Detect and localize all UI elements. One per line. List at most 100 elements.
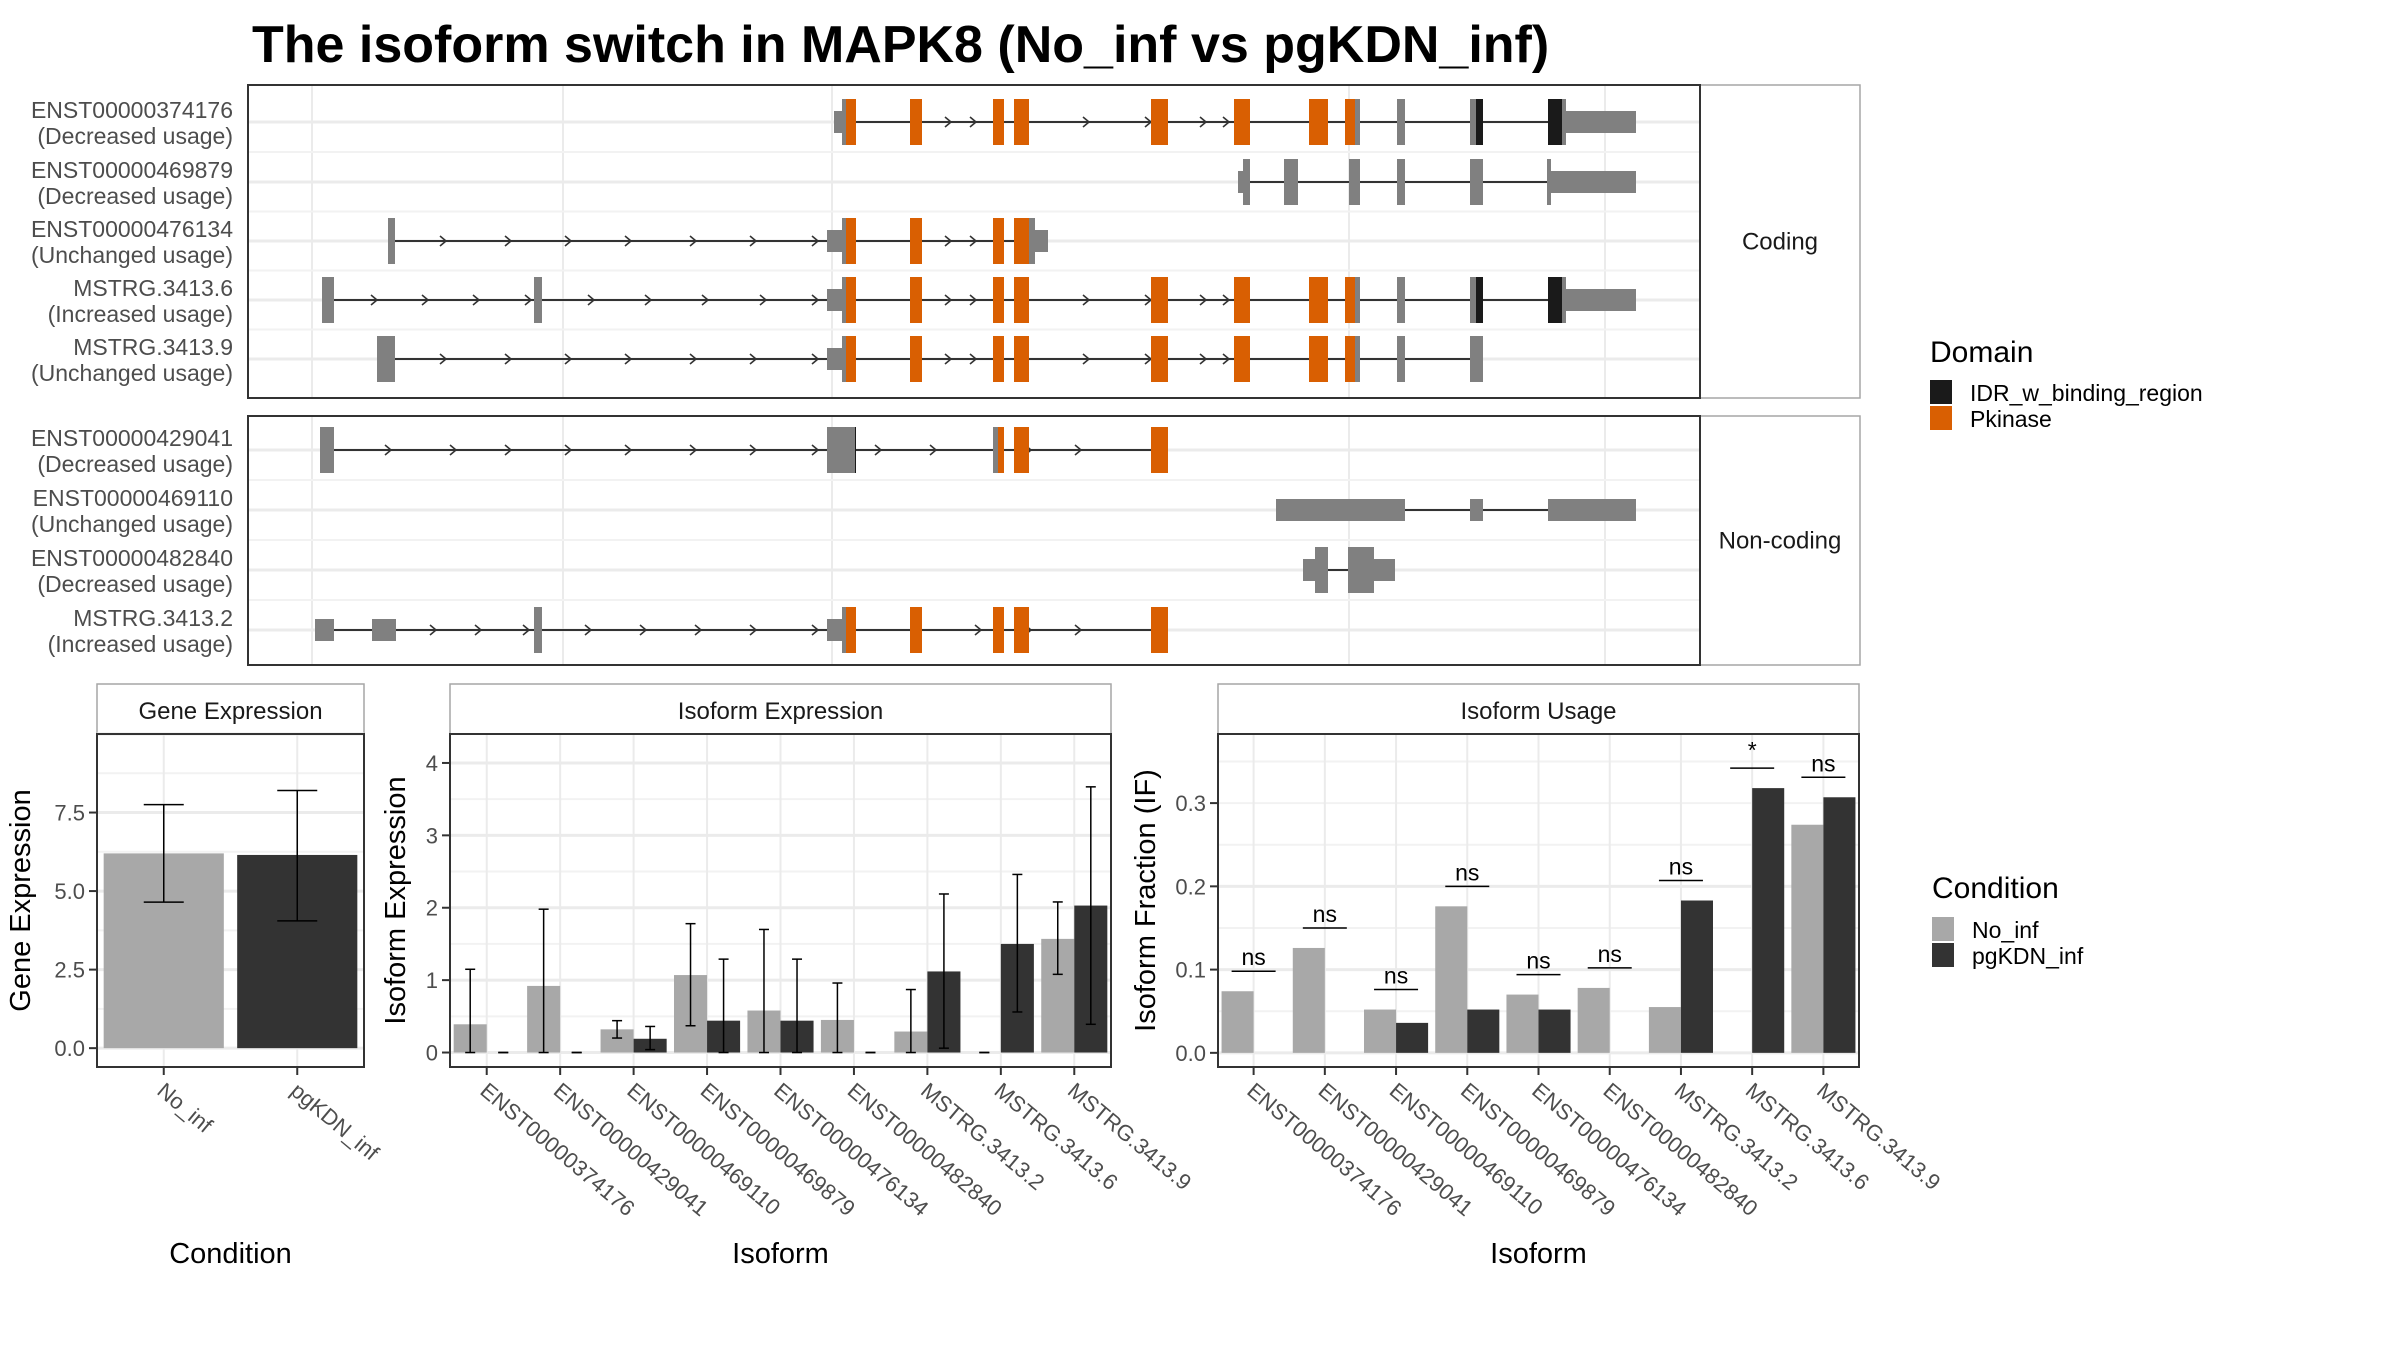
legend-key-no-inf (1932, 917, 1954, 941)
exon (315, 619, 334, 641)
strand-arrow (644, 294, 653, 306)
exon (827, 348, 846, 370)
exon-pkinase (1014, 218, 1029, 264)
panel-title: Isoform Usage (1460, 698, 1616, 725)
exon (1029, 218, 1035, 264)
exon-idr (1476, 99, 1483, 145)
isoform-id-label: ENST00000482840 (31, 545, 233, 571)
isoform-usage-label: (Decreased usage) (37, 571, 233, 597)
bar (600, 1029, 634, 1053)
bar (1396, 1022, 1429, 1053)
isoform-track (834, 99, 1636, 145)
bar (1538, 1009, 1571, 1053)
figure-title: The isoform switch in MAPK8 (No_inf vs p… (252, 16, 1549, 74)
strand-arrow (504, 235, 513, 247)
exon-pkinase (1309, 336, 1328, 382)
strand-arrow (1082, 294, 1091, 306)
isoform-id-label: ENST00000429041 (31, 425, 233, 451)
strand-arrow (449, 444, 458, 456)
strand-arrow (811, 235, 820, 247)
exon (1566, 111, 1636, 133)
legend-label: Pkinase (1970, 406, 2052, 432)
exon (993, 427, 998, 473)
legend-key-idr (1930, 380, 1952, 404)
y-tick-label: 0 (426, 1041, 438, 1066)
isoform-expression-plot: Isoform ExpressionENST00000374176ENST000… (380, 683, 1196, 1270)
exon-pkinase (1345, 336, 1355, 382)
x-axis-title: Isoform (1490, 1238, 1587, 1270)
isoform-track (315, 607, 1168, 653)
exon-pkinase (993, 607, 1004, 653)
facet-strip (1699, 84, 1861, 399)
y-axis-title: Isoform Fraction (IF) (1130, 769, 1162, 1032)
x-tick-label: MSTRG.3413.6 (1741, 1078, 1874, 1195)
strand-arrow (1199, 116, 1208, 128)
exon-pkinase (1345, 277, 1355, 323)
exon-pkinase (1014, 99, 1029, 145)
strand-arrow (624, 444, 633, 456)
exon-pkinase (998, 427, 1004, 473)
isoform-usage-label: (Decreased usage) (37, 183, 233, 209)
exon-pkinase (1234, 99, 1250, 145)
exon (827, 427, 855, 473)
exon-pkinase (1151, 336, 1168, 382)
strand-arrow (522, 624, 531, 636)
strand-arrow (564, 444, 573, 456)
strand-arrow (874, 444, 883, 456)
isoform-track (322, 277, 1636, 323)
strand-arrow (969, 353, 978, 365)
x-axis-title: Isoform (732, 1238, 829, 1270)
exon-pkinase (846, 277, 856, 323)
bar (1467, 1009, 1500, 1053)
exon (1547, 159, 1551, 205)
isoform-usage-plot: Isoform UsageENST00000374176ENST00000429… (1130, 683, 1945, 1270)
significance-label: ns (1598, 941, 1622, 967)
strand-arrow (944, 353, 953, 365)
exon (1566, 289, 1636, 311)
y-tick-label: 0.0 (54, 1036, 85, 1061)
legend-label: pgKDN_inf (1972, 943, 2084, 969)
exon (1397, 336, 1405, 382)
exon (322, 277, 334, 323)
exon (320, 427, 334, 473)
y-tick-label: 1 (426, 968, 438, 993)
exon-idr (855, 427, 856, 473)
bar (1680, 900, 1713, 1053)
strand-arrow (974, 624, 983, 636)
isoform-track (1238, 159, 1636, 205)
legend-label: No_inf (1972, 917, 2039, 943)
exon (827, 619, 846, 641)
exon-pkinase (1014, 427, 1029, 473)
isoform-usage-label: (Unchanged usage) (31, 242, 233, 268)
exon (388, 218, 395, 264)
strand-arrow (474, 624, 483, 636)
exon-pkinase (993, 336, 1004, 382)
exon-pkinase (910, 277, 922, 323)
exon (1397, 159, 1405, 205)
strand-arrow (1222, 294, 1231, 306)
exon (1562, 277, 1566, 323)
x-tick-label: MSTRG.3413.2 (1670, 1078, 1803, 1195)
strand-arrow (944, 294, 953, 306)
panel-strip (449, 683, 1112, 735)
exon (1284, 159, 1298, 205)
exon-pkinase (1345, 99, 1355, 145)
y-axis-title: Isoform Expression (380, 776, 412, 1024)
strand-arrow (694, 624, 703, 636)
exon-idr (1476, 277, 1483, 323)
x-tick-label: MSTRG.3413.2 (916, 1078, 1049, 1195)
strand-arrow (584, 624, 593, 636)
condition-legend-title: Condition (1932, 872, 2059, 905)
exon-pkinase (1309, 277, 1328, 323)
exon-pkinase (910, 218, 922, 264)
x-tick-label: MSTRG.3413.9 (1812, 1078, 1945, 1195)
isoform-id-label: MSTRG.3413.2 (73, 605, 233, 631)
exon (534, 277, 542, 323)
exon (1548, 499, 1636, 521)
bar (1823, 797, 1856, 1053)
isoform-usage-label: (Decreased usage) (37, 451, 233, 477)
x-tick-label: No_inf (153, 1078, 218, 1139)
facet-strip-label: Coding (1742, 229, 1818, 256)
